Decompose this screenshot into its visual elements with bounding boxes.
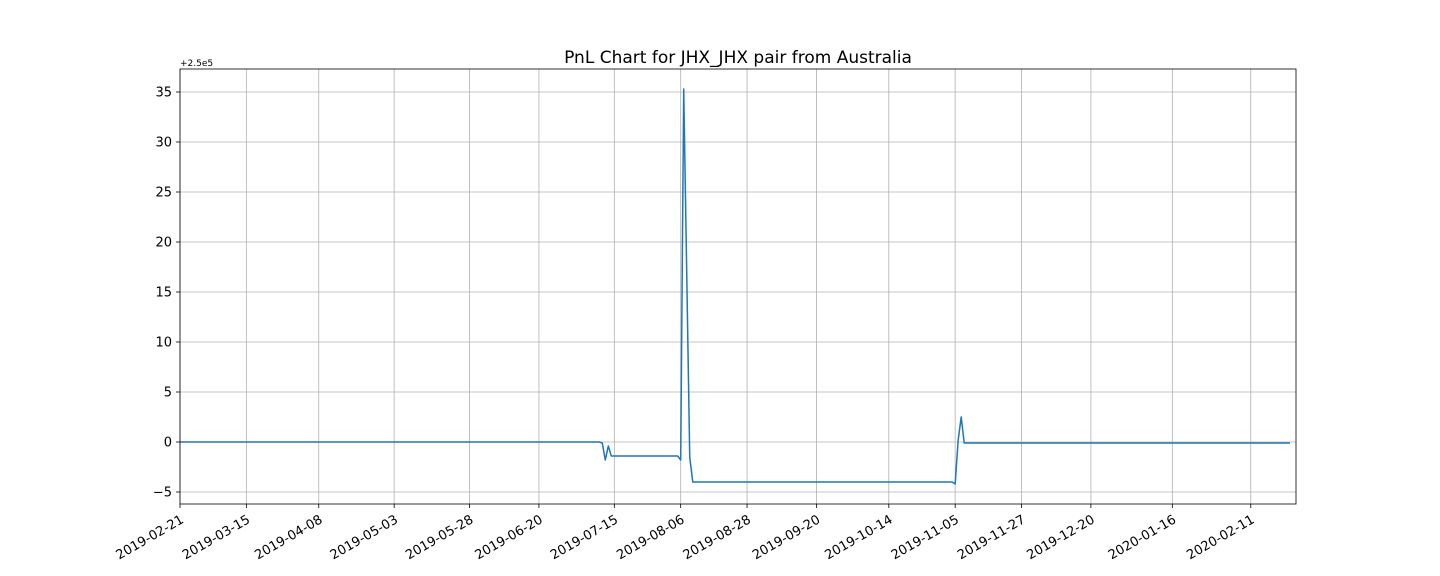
x-tick-label: 2019-11-05	[889, 512, 962, 563]
chart-title: PnL Chart for JHX_JHX pair from Australi…	[564, 48, 912, 68]
x-tick-label: 2019-02-21	[114, 512, 187, 563]
x-tick-label: 2019-05-28	[403, 512, 476, 563]
y-tick-label: 35	[155, 86, 172, 101]
y-tick-label: 10	[155, 336, 172, 351]
y-tick-label: 25	[155, 186, 172, 201]
y-tick-label: 15	[155, 286, 172, 301]
x-tick-label: 2019-08-06	[614, 512, 687, 563]
y-tick-label: 20	[155, 236, 172, 251]
x-tick-label: 2019-10-14	[822, 512, 895, 563]
grid-layer	[179, 69, 1296, 504]
y-offset-label: +2.5e5	[180, 59, 213, 69]
x-tick-label: 2019-03-15	[180, 512, 253, 563]
y-axis: −5 0 5 10 15 20 25 30 35	[153, 86, 180, 501]
x-tick-label: 2020-02-11	[1184, 512, 1257, 563]
x-tick-label: 2019-04-08	[252, 512, 325, 563]
x-tick-label: 2019-12-20	[1025, 512, 1098, 563]
pnl-series-line	[180, 88, 1290, 485]
y-tick-label: −5	[153, 486, 172, 501]
x-tick-label: 2019-11-27	[955, 512, 1028, 563]
x-tick-label: 2020-01-16	[1106, 512, 1179, 563]
y-tick-label: 5	[164, 386, 172, 401]
x-tick-label: 2019-05-03	[328, 512, 401, 563]
x-tick-label: 2019-09-20	[750, 512, 823, 563]
series-layer	[180, 88, 1290, 485]
axes-frame	[179, 68, 1297, 505]
y-tick-label: 0	[164, 436, 172, 451]
x-tick-label: 2019-07-15	[548, 512, 621, 563]
y-tick-label: 30	[155, 136, 172, 151]
x-tick-label: 2019-06-20	[473, 512, 546, 563]
x-tick-label: 2019-08-28	[681, 512, 754, 563]
